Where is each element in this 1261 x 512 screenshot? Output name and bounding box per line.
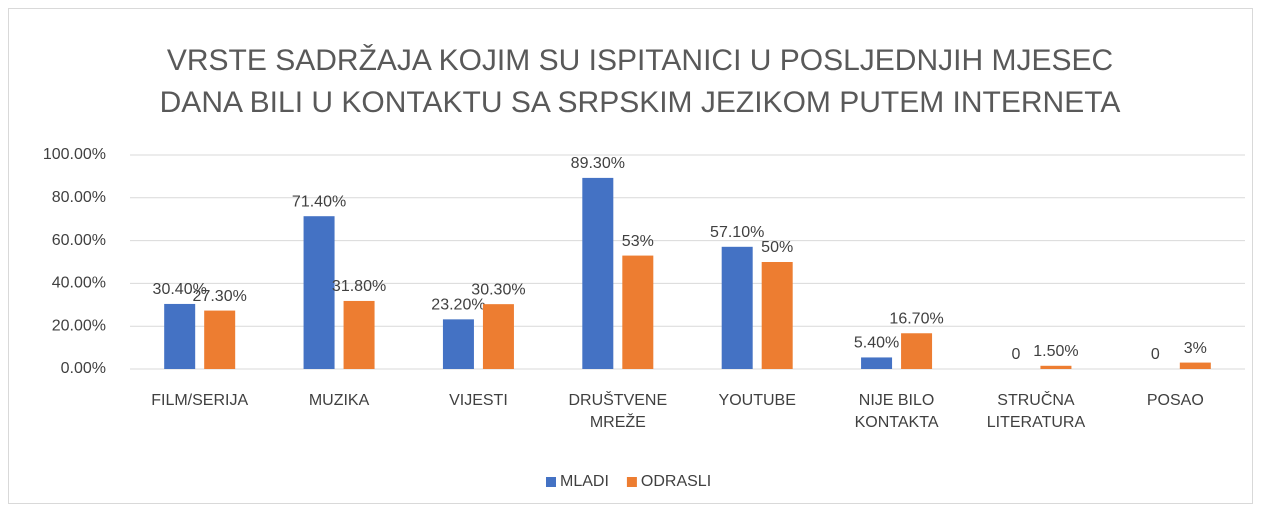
bar <box>622 255 654 369</box>
bar <box>1179 362 1211 369</box>
y-tick-label: 100.00% <box>43 146 106 163</box>
x-tick-label: POSAO <box>1146 392 1204 409</box>
y-tick-label: 40.00% <box>52 275 106 292</box>
legend-label: MLADI <box>560 473 609 490</box>
data-label: 30.30% <box>471 281 525 298</box>
legend-swatch <box>546 477 556 487</box>
bar <box>1040 365 1072 369</box>
bar <box>721 246 753 369</box>
data-label: 89.30% <box>571 155 625 172</box>
y-tick-label: 60.00% <box>52 232 106 249</box>
legend-swatch <box>626 477 637 487</box>
data-label: 30.40% <box>153 281 207 298</box>
data-label: 31.80% <box>332 278 386 295</box>
data-label: 23.20% <box>431 297 485 314</box>
bar <box>442 319 474 369</box>
data-label: 0 <box>1151 346 1160 363</box>
chart-title: DANA BILI U KONTAKTU SA SRPSKIM JEZIKOM … <box>160 86 1121 119</box>
data-label: 53% <box>622 233 654 250</box>
x-tick-label: YOUTUBE <box>718 392 796 409</box>
data-label: 27.30% <box>193 288 247 305</box>
bar <box>582 177 614 369</box>
y-tick-label: 0.00% <box>61 360 106 377</box>
bar <box>343 300 375 369</box>
legend-label: ODRASLI <box>641 473 711 490</box>
y-tick-label: 80.00% <box>52 189 106 206</box>
bar <box>204 310 236 369</box>
bar <box>761 262 793 369</box>
x-tick-label: DRUŠTVENE MREŽE <box>568 392 668 431</box>
bar <box>901 333 933 369</box>
bar <box>482 304 514 369</box>
data-label: 71.40% <box>292 193 346 210</box>
data-label: 1.50% <box>1033 343 1078 360</box>
x-tick-label: NIJE BILO KONTAKTA <box>854 392 939 431</box>
bar <box>303 216 335 369</box>
data-label: 57.10% <box>710 224 764 241</box>
data-label: 0 <box>1011 346 1020 363</box>
data-label: 5.40% <box>854 335 899 352</box>
bar <box>164 303 196 369</box>
data-label: 50% <box>761 239 793 256</box>
x-tick-label: FILM/SERIJA <box>151 392 249 409</box>
x-tick-label: VIJESTI <box>449 392 508 409</box>
x-tick-label: STRUČNA LITERATURA <box>986 392 1086 431</box>
x-tick-label: MUZIKA <box>308 392 370 409</box>
bar <box>861 357 893 369</box>
y-tick-label: 20.00% <box>52 317 106 334</box>
chart-title: VRSTE SADRŽAJA KOJIM SU ISPITANICI U POS… <box>167 44 1113 77</box>
data-label: 3% <box>1184 340 1207 357</box>
data-label: 16.70% <box>889 310 943 327</box>
